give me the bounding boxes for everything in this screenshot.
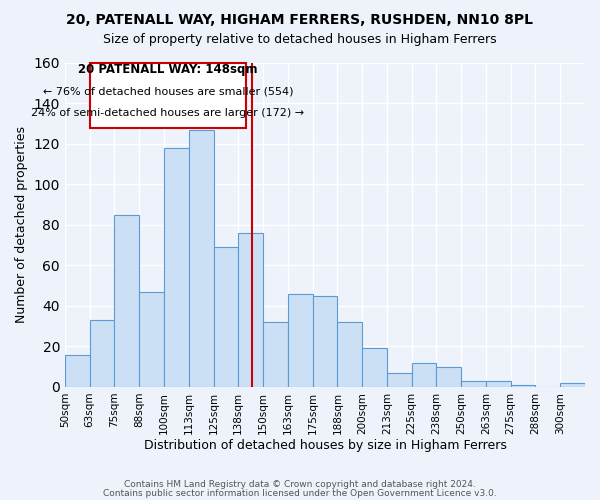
Bar xyxy=(486,381,511,387)
Bar xyxy=(560,383,585,387)
Text: Contains public sector information licensed under the Open Government Licence v3: Contains public sector information licen… xyxy=(103,489,497,498)
Bar xyxy=(387,373,412,387)
Bar xyxy=(139,292,164,387)
Bar xyxy=(288,294,313,387)
Text: 20, PATENALL WAY, HIGHAM FERRERS, RUSHDEN, NN10 8PL: 20, PATENALL WAY, HIGHAM FERRERS, RUSHDE… xyxy=(67,12,533,26)
Text: ← 76% of detached houses are smaller (554): ← 76% of detached houses are smaller (55… xyxy=(43,86,293,96)
Bar xyxy=(263,322,288,387)
Text: Contains HM Land Registry data © Crown copyright and database right 2024.: Contains HM Land Registry data © Crown c… xyxy=(124,480,476,489)
FancyBboxPatch shape xyxy=(89,63,246,128)
Text: 24% of semi-detached houses are larger (172) →: 24% of semi-detached houses are larger (… xyxy=(31,108,304,118)
Bar xyxy=(511,385,535,387)
Bar xyxy=(337,322,362,387)
Bar xyxy=(65,354,89,387)
X-axis label: Distribution of detached houses by size in Higham Ferrers: Distribution of detached houses by size … xyxy=(143,440,506,452)
Text: Size of property relative to detached houses in Higham Ferrers: Size of property relative to detached ho… xyxy=(103,32,497,46)
Y-axis label: Number of detached properties: Number of detached properties xyxy=(15,126,28,324)
Bar xyxy=(115,215,139,387)
Text: 20 PATENALL WAY: 148sqm: 20 PATENALL WAY: 148sqm xyxy=(78,63,257,76)
Bar xyxy=(164,148,189,387)
Bar xyxy=(89,320,115,387)
Bar xyxy=(362,348,387,387)
Bar xyxy=(412,362,436,387)
Bar xyxy=(436,366,461,387)
Bar xyxy=(189,130,214,387)
Bar xyxy=(461,381,486,387)
Bar xyxy=(313,296,337,387)
Bar xyxy=(214,248,238,387)
Bar xyxy=(238,233,263,387)
